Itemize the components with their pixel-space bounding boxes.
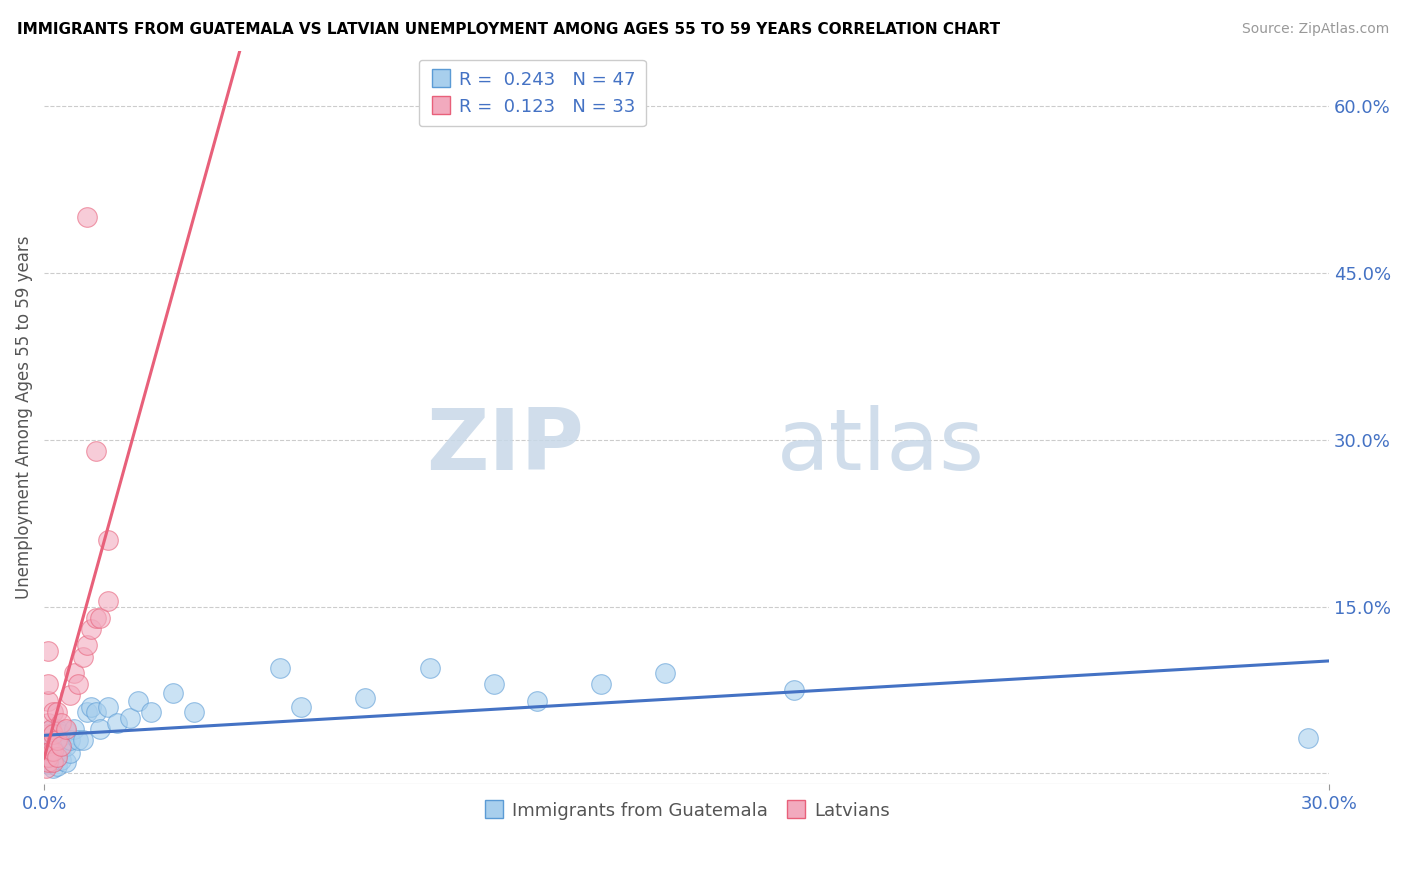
Point [39,744,62,758]
Point [37,677,59,691]
Point [482,677,505,691]
Point [41,705,63,719]
Point [46,733,69,747]
Point [89,610,111,624]
Point [39,755,62,769]
Point [46,749,69,764]
Point [269,661,291,675]
Point [37,749,59,764]
Point [39,722,62,736]
Point [41,744,63,758]
Point [41,727,63,741]
Point [46,739,69,753]
Point [59,733,82,747]
Point [51,716,73,731]
Point [41,739,63,753]
Text: atlas: atlas [776,405,984,489]
Text: IMMIGRANTS FROM GUATEMALA VS LATVIAN UNEMPLOYMENT AMONG AGES 55 TO 59 YEARS CORR: IMMIGRANTS FROM GUATEMALA VS LATVIAN UNE… [17,22,1000,37]
Point [46,705,69,719]
Point [37,739,59,753]
Point [419,661,441,675]
Point [67,733,90,747]
Point [89,722,111,736]
Point [55,722,77,736]
Point [97,533,120,547]
Point [51,753,73,767]
Point [141,705,163,719]
Point [37,644,59,658]
Point [183,705,205,719]
Point [37,727,59,741]
Point [37,757,59,772]
Point [589,677,612,691]
Point [46,758,69,772]
Point [39,744,62,758]
Point [41,749,63,764]
Point [51,739,73,753]
Point [55,739,77,753]
Text: Source: ZipAtlas.com: Source: ZipAtlas.com [1241,22,1389,37]
Point [46,722,69,736]
Y-axis label: Unemployment Among Ages 55 to 59 years: Unemployment Among Ages 55 to 59 years [15,235,32,599]
Point [63,722,86,736]
Text: ZIP: ZIP [426,405,583,489]
Point [97,594,120,608]
Point [118,711,141,725]
Point [1296,731,1319,745]
Point [80,622,103,636]
Point [55,724,77,739]
Point [72,649,94,664]
Point [354,690,377,705]
Point [37,694,59,708]
Legend: Immigrants from Guatemala, Latvians: Immigrants from Guatemala, Latvians [475,794,897,827]
Point [67,677,90,691]
Point [76,705,98,719]
Point [782,682,804,697]
Point [526,694,548,708]
Point [127,694,149,708]
Point [63,666,86,681]
Point [76,211,98,225]
Point [80,699,103,714]
Point [59,689,82,703]
Point [41,755,63,769]
Point [37,724,59,739]
Point [97,699,120,714]
Point [105,716,128,731]
Point [37,755,59,769]
Point [37,716,59,731]
Point [84,610,107,624]
Point [35,761,58,775]
Point [59,747,82,761]
Point [84,705,107,719]
Point [162,686,184,700]
Point [76,639,98,653]
Point [72,733,94,747]
Point [37,739,59,753]
Point [46,749,69,764]
Point [51,727,73,741]
Point [654,666,676,681]
Point [41,727,63,741]
Point [41,761,63,775]
Point [37,739,59,753]
Point [290,699,312,714]
Point [84,444,107,458]
Point [55,755,77,769]
Point [51,742,73,756]
Point [37,749,59,764]
